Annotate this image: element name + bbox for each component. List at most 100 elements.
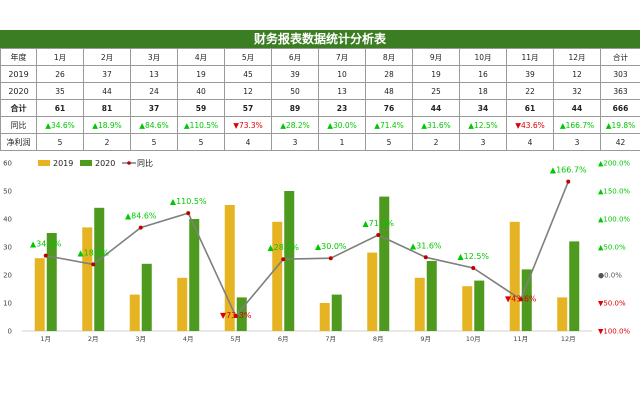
legend-swatch-marker [127, 161, 131, 165]
table-cell: 12 [553, 65, 601, 83]
y-left-tick-label: 0 [8, 328, 12, 336]
bar-2020 [284, 191, 295, 331]
table-header-cell: 2月 [83, 48, 131, 66]
bar-2019 [367, 252, 378, 331]
row-label: 同比 [0, 116, 37, 134]
table-cell: ▲166.7% [553, 116, 601, 134]
bar-2020 [46, 233, 57, 331]
table-cell: 2 [412, 133, 460, 151]
bar-2020 [94, 207, 105, 331]
x-tick-label: 4月 [183, 335, 194, 343]
table-cell: 45 [224, 65, 272, 83]
table-cell: 61 [506, 99, 554, 117]
y-right-tick-label: ▼100.0% [598, 328, 630, 336]
y-right-tick-label: ▼50.0% [598, 300, 626, 308]
table-cell: 5 [177, 133, 225, 151]
yoy-point [471, 266, 476, 270]
y-right-tick-label: ▲150.0% [598, 188, 630, 196]
table-cell: 1 [318, 133, 366, 151]
table-cell: 10 [318, 65, 366, 83]
table-cell: 5 [36, 133, 84, 151]
table-cell: 39 [271, 65, 319, 83]
table-cell: 35 [36, 82, 84, 100]
table-header-cell: 11月 [506, 48, 554, 66]
x-tick-label: 3月 [135, 335, 146, 343]
x-tick-label: 6月 [278, 335, 289, 343]
yoy-point [566, 179, 571, 184]
bar-2020 [331, 294, 342, 331]
y-right-tick-label: ▲200.0% [598, 160, 630, 168]
table-cell: 23 [318, 99, 366, 117]
table-cell: 3 [271, 133, 319, 151]
data-label: ▲30.0% [315, 242, 347, 251]
y-right-tick-label: ●0.0% [598, 272, 622, 280]
data-label: ▲18.9% [77, 248, 109, 257]
x-tick-label: 11月 [513, 335, 528, 343]
bar-2019 [319, 303, 330, 331]
table-cell: 37 [83, 65, 131, 83]
table-cell: 76 [365, 99, 413, 117]
yoy-line [45, 181, 569, 318]
table-cell: 42 [600, 133, 640, 151]
x-tick-label: 12月 [561, 335, 576, 343]
table-cell: ▲30.0% [318, 116, 366, 134]
bar-2019 [414, 277, 425, 331]
table-cell: ▼73.3% [224, 116, 272, 134]
table-cell: ▲71.4% [365, 116, 413, 134]
yoy-point [138, 225, 143, 230]
table-cell: 44 [412, 99, 460, 117]
x-tick-label: 5月 [230, 335, 241, 343]
table-cell: 3 [459, 133, 507, 151]
table-cell: 26 [36, 65, 84, 83]
table-cell: 57 [224, 99, 272, 117]
data-label: ▲34.6% [30, 240, 62, 249]
bar-2020 [236, 297, 247, 331]
table-cell: 39 [506, 65, 554, 83]
yoy-point [376, 233, 381, 238]
table-header-cell: 6月 [271, 48, 319, 66]
table-cell: 44 [83, 82, 131, 100]
x-tick-label: 8月 [373, 335, 384, 343]
bar-2020 [189, 219, 200, 331]
yoy-point [328, 256, 333, 261]
table-cell: 40 [177, 82, 225, 100]
data-label: ▲110.5% [170, 197, 207, 206]
table-cell: 19 [412, 65, 460, 83]
bar-2020 [569, 241, 580, 331]
table-cell: 363 [600, 82, 640, 100]
table-header-cell: 4月 [177, 48, 225, 66]
row-label: 2020 [0, 82, 37, 100]
table-cell: 2 [83, 133, 131, 151]
table-cell: 18 [459, 82, 507, 100]
table-cell: 19 [177, 65, 225, 83]
table-cell: 22 [506, 82, 554, 100]
table-cell: 25 [412, 82, 460, 100]
row-label: 合计 [0, 99, 37, 117]
table-cell: 89 [271, 99, 319, 117]
legend-label: 2020 [95, 159, 115, 168]
table-cell: ▲84.6% [130, 116, 178, 134]
table-row: 同比 ▲34.6% ▲18.9% ▲84.6% ▲110.5% ▼73.3% ▲28.2% ▲… [0, 116, 640, 134]
yoy-point [186, 211, 191, 216]
data-label: ▼43.6% [505, 294, 537, 303]
bar-2020 [521, 269, 532, 331]
table-cell: 13 [130, 65, 178, 83]
table-cell: ▲110.5% [177, 116, 225, 134]
data-table: 年度 1月 2月 3月 4月 5月 6月 7月 8月 9月 10月 11月 12月 合计 2019 26 37 1… [0, 48, 640, 151]
table-cell: ▲28.2% [271, 116, 319, 134]
bar-2019 [34, 258, 45, 331]
table-cell: 61 [36, 99, 84, 117]
table-cell: 12 [224, 82, 272, 100]
data-label: ▲31.6% [410, 241, 442, 250]
table-row: 合计 61 81 37 59 57 89 23 76 44 34 61 44 666 [0, 99, 640, 117]
table-header-cell: 9月 [412, 48, 460, 66]
legend-label: 同比 [137, 158, 153, 168]
y-right-tick-label: ▲50.0% [598, 244, 626, 252]
x-tick-label: 2月 [88, 335, 99, 343]
x-tick-label: 1月 [40, 335, 51, 343]
combo-chart: 0 10 20 30 40 50 60 ▲200.0% ▲150.0% ▲100.0% ▲50.0%… [3, 158, 630, 343]
table-cell: 37 [130, 99, 178, 117]
table-cell: ▲12.5% [459, 116, 507, 134]
table-header-cell: 5月 [224, 48, 272, 66]
report-title: 财务报表数据统计分析表 [0, 30, 640, 48]
